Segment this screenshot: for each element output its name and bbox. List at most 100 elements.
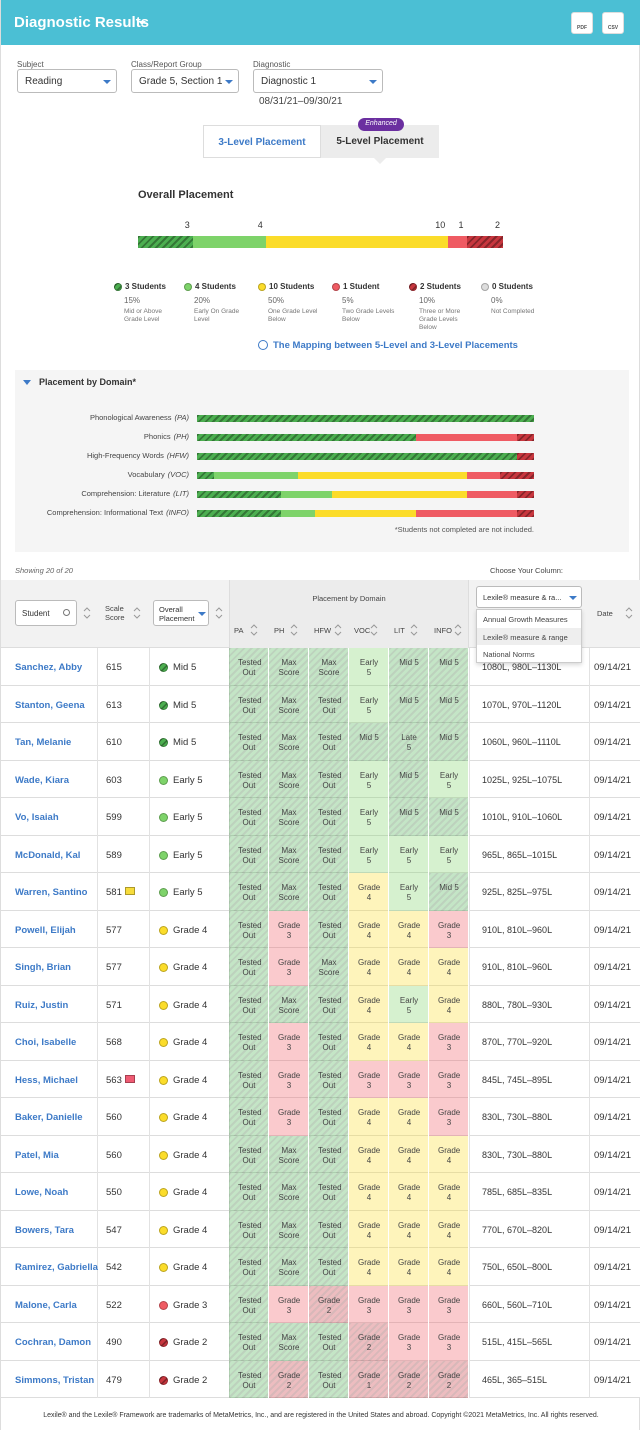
domain-cell: Mid 5	[429, 648, 469, 686]
column-divider	[97, 723, 98, 761]
student-name[interactable]: Powell, Elijah	[15, 924, 76, 936]
segment-count: 4	[257, 220, 263, 230]
test-date: 09/14/21	[594, 1337, 631, 1348]
filter-select[interactable]: Reading	[17, 69, 117, 93]
domain-cell: Max Score	[269, 1173, 309, 1211]
test-date: 09/14/21	[594, 1149, 631, 1161]
cell-text: Tested Out	[238, 1370, 262, 1390]
cell-text: Grade 3	[438, 1333, 461, 1352]
domain-cell: Grade 3	[269, 1098, 309, 1136]
filter-select[interactable]: Grade 5, Section 1	[131, 69, 239, 93]
sort-icon[interactable]	[334, 623, 342, 637]
mapping-link[interactable]: The Mapping between 5-Level and 3-Level …	[273, 340, 518, 351]
flag-icon[interactable]	[125, 1074, 135, 1083]
column-select[interactable]: Lexile® measure & ra...	[476, 586, 582, 608]
panel-title[interactable]: Placement by Domain*	[39, 377, 137, 387]
student-name[interactable]: Baker, Danielle	[15, 1112, 83, 1123]
domain-abbr: (HFW)	[166, 451, 189, 460]
domain-column-header: VOC	[354, 626, 371, 635]
student-name[interactable]: Simmons, Tristan	[15, 1374, 95, 1386]
sort-icon[interactable]	[250, 623, 258, 637]
legend-description: One Grade Level Below	[268, 308, 318, 323]
student-name[interactable]: Choi, Isabelle	[15, 1037, 77, 1048]
page-title[interactable]: Diagnostic Results	[14, 14, 150, 31]
sort-icon[interactable]	[625, 606, 633, 620]
cell-fill	[389, 985, 428, 1023]
sort-icon[interactable]	[410, 623, 418, 637]
student-name[interactable]: Stanton, Geena	[15, 699, 85, 711]
cell-text: Tested Out	[238, 1220, 262, 1240]
domain-cell: Mid 5	[429, 873, 469, 911]
cell-fill	[229, 873, 268, 911]
cell-fill	[349, 1360, 388, 1398]
cell-fill	[309, 760, 348, 798]
flag-icon[interactable]	[125, 887, 135, 895]
domain-note: *Students not completed are not included…	[394, 525, 534, 534]
sort-icon[interactable]	[290, 623, 298, 637]
domain-cell: Tested Out	[229, 1323, 269, 1361]
column-divider	[97, 1173, 98, 1211]
legend-percent: 50%	[268, 296, 285, 305]
student-name[interactable]: Warren, Santino	[15, 887, 88, 898]
table-row	[1, 835, 640, 873]
cell-fill	[229, 1285, 268, 1323]
student-name[interactable]: Singh, Brian	[15, 962, 71, 973]
cell-text: Tested Out	[318, 770, 342, 790]
choose-column-label: Choose Your Column:	[490, 566, 563, 575]
scale-score: 581	[106, 887, 122, 898]
cell-fill	[229, 1098, 268, 1136]
export-icon[interactable]: PDF	[571, 12, 593, 34]
student-name[interactable]: Ruiz, Justin	[15, 999, 69, 1011]
overall-placement: Grade 4	[173, 1187, 208, 1198]
domain-cell: Grade 3	[349, 1060, 389, 1098]
export-icon[interactable]: CSV	[602, 12, 624, 34]
student-name[interactable]: McDonald, Kal	[15, 849, 81, 861]
cell-text: Tested Out	[238, 1183, 262, 1202]
student-name[interactable]: Hess, Michael	[15, 1074, 78, 1086]
student-name[interactable]: Bowers, Tara	[15, 1224, 74, 1236]
domain-cell: Grade 1	[349, 1360, 389, 1398]
sort-icon[interactable]	[370, 623, 378, 637]
student-name[interactable]: Patel, Mia	[15, 1149, 59, 1161]
student-name[interactable]: Vo, Isaiah	[15, 812, 59, 823]
domain-column-header: LIT	[394, 626, 405, 635]
filter-select[interactable]: Diagnostic 1	[253, 69, 383, 93]
dropdown-option[interactable]: Annual Growth Measures	[477, 610, 581, 627]
domain-cell: Grade 3	[269, 1023, 309, 1061]
student-name[interactable]: Cochran, Damon	[15, 1337, 92, 1348]
sort-icon[interactable]	[133, 606, 141, 620]
student-name[interactable]: Lowe, Noah	[15, 1187, 69, 1198]
student-search[interactable]: Student	[15, 600, 77, 626]
domain-cell: Tested Out	[229, 1098, 269, 1136]
student-name[interactable]: Wade, Kiara	[15, 774, 70, 786]
cell-fill	[269, 873, 308, 911]
student-name[interactable]: Ramirez, Gabriella	[15, 1262, 98, 1273]
tab[interactable]: 3-Level Placement	[203, 125, 321, 158]
column-divider	[469, 1360, 470, 1398]
cell-fill	[309, 1360, 348, 1398]
column-divider	[97, 798, 98, 836]
cell-fill	[309, 1248, 348, 1286]
test-date: 09/14/21	[594, 1074, 631, 1086]
cell-fill	[349, 760, 388, 798]
student-name[interactable]: Malone, Carla	[15, 1299, 77, 1311]
column-divider	[229, 648, 230, 686]
placement-dot	[159, 1375, 168, 1385]
column-divider	[589, 1323, 590, 1361]
panel-caret[interactable]	[23, 380, 31, 385]
section-title: Overall Placement	[138, 189, 234, 201]
student-name[interactable]: Tan, Melanie	[15, 737, 72, 748]
sort-icon[interactable]	[215, 606, 223, 620]
domain-cell: Grade 4	[349, 1023, 389, 1061]
dropdown-option[interactable]: National Norms	[477, 645, 581, 662]
placement-dot	[159, 1338, 168, 1347]
cell-fill	[429, 760, 468, 798]
placement-dot	[159, 1113, 168, 1122]
test-date: 09/14/21	[594, 812, 631, 823]
domain-cell: Max Score	[269, 1135, 309, 1173]
sort-icon[interactable]	[454, 623, 462, 637]
student-name[interactable]: Sanchez, Abby	[15, 662, 83, 673]
dropdown-option[interactable]: Lexile® measure & range	[477, 627, 581, 645]
sort-icon[interactable]	[83, 606, 91, 620]
cell-fill	[269, 648, 308, 686]
